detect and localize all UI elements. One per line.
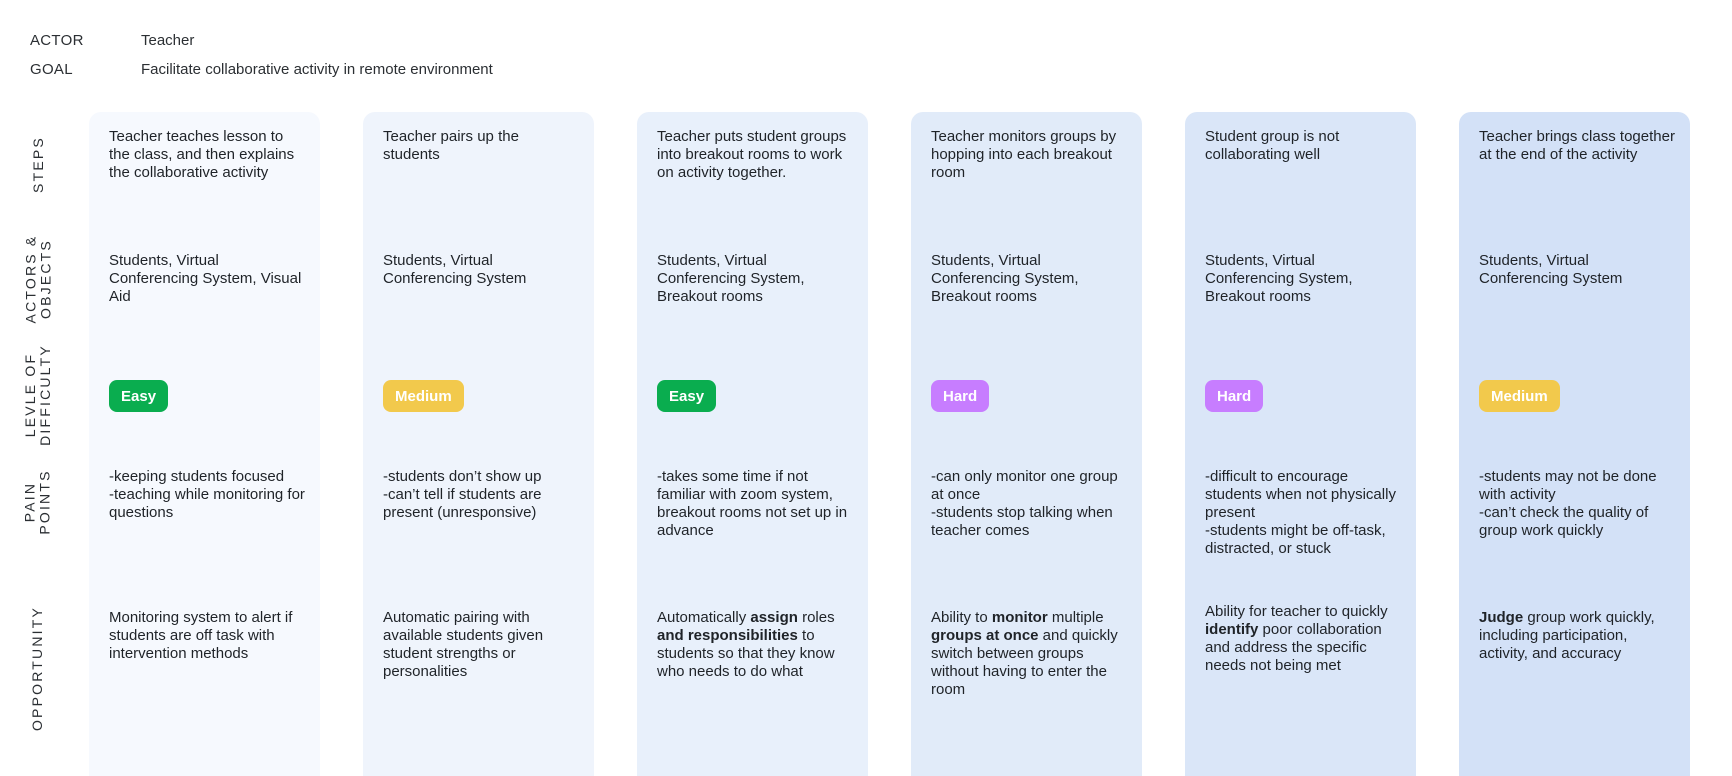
actor-value: Teacher xyxy=(141,32,195,49)
step-text: Teacher monitors groups by hopping into … xyxy=(931,128,1117,181)
opportunity-segment: Automatic pairing with available student… xyxy=(383,609,544,680)
journey-column: Teacher teaches lesson to the class, and… xyxy=(89,112,320,776)
pain-point: -can’t check the quality of group work q… xyxy=(1479,504,1649,539)
journey-column: Teacher monitors groups by hopping into … xyxy=(911,112,1142,776)
difficulty-badge: Medium xyxy=(383,380,464,412)
opportunity-emphasis: groups at once xyxy=(931,627,1039,644)
difficulty-badge: Hard xyxy=(931,380,990,412)
row-label-opportunity: OPPORTUNITY xyxy=(14,600,62,736)
opportunity-text: Monitoring system to alert if students a… xyxy=(109,609,305,663)
opportunity-segment: Monitoring system to alert if students a… xyxy=(109,609,293,662)
pain-point: -students might be off-task, distracted,… xyxy=(1205,522,1386,557)
opportunity-segment: and quickly switch between groups withou… xyxy=(931,627,1118,698)
journey-column: Teacher brings class together at the end… xyxy=(1459,112,1690,776)
pain-points-text: -takes some time if not familiar with zo… xyxy=(657,468,853,540)
pain-point: -can’t tell if students are present (unr… xyxy=(383,486,542,521)
difficulty-badge: Easy xyxy=(109,380,169,412)
step-text: Student group is not collaborating well xyxy=(1205,128,1340,163)
opportunity-segment: poor collaboration and address the speci… xyxy=(1205,621,1382,674)
actors-objects-text: Students, Virtual Conferencing System, V… xyxy=(109,252,302,305)
actors-objects-text: Students, Virtual Conferencing System xyxy=(1479,252,1623,287)
opportunity-emphasis: monitor xyxy=(991,609,1048,626)
pain-points-text: -students may not be done with activity -… xyxy=(1479,468,1675,540)
actors-objects-text: Students, Virtual Conferencing System, B… xyxy=(657,252,805,305)
step-text: Teacher teaches lesson to the class, and… xyxy=(109,128,295,181)
pain-points-text: -students don’t show up -can’t tell if st… xyxy=(383,468,579,522)
difficulty-badge: Medium xyxy=(1479,380,1560,412)
opportunity-emphasis: identify xyxy=(1205,621,1259,638)
row-label-pain-text: PAIN POINTS xyxy=(22,469,54,535)
pain-points-text: -difficult to encourage students when no… xyxy=(1205,468,1401,558)
opportunity-segment: group work quickly, including participat… xyxy=(1479,609,1655,662)
actors-objects-text: Students, Virtual Conferencing System, B… xyxy=(931,252,1079,305)
opportunity-emphasis: assign xyxy=(750,609,798,626)
row-label-actors-text: ACTORS & OBJECTS xyxy=(22,234,54,324)
goal-value: Facilitate collaborative activity in rem… xyxy=(141,61,493,78)
row-label-opportunity-text: OPPORTUNITY xyxy=(29,605,46,731)
opportunity-segment: Ability for teacher to quickly xyxy=(1205,603,1388,620)
opportunity-text: Ability to monitor multiple groups at on… xyxy=(931,609,1127,699)
journey-column: Student group is not collaborating well S… xyxy=(1185,112,1416,776)
opportunity-segment: Ability to xyxy=(931,609,992,626)
row-label-difficulty-text: LEVLE OF DIFFICULTY xyxy=(22,344,54,446)
actor-label: ACTOR xyxy=(30,32,84,49)
actors-objects-text: Students, Virtual Conferencing System xyxy=(383,252,527,287)
row-label-actors: ACTORS & OBJECTS xyxy=(14,224,62,334)
opportunity-emphasis: and responsibilities xyxy=(657,627,798,644)
row-label-steps: STEPS xyxy=(14,112,62,216)
pain-points-text: -can only monitor one group at once -stud… xyxy=(931,468,1127,540)
step-text: Teacher brings class together at the end… xyxy=(1479,128,1675,163)
pain-point: -can only monitor one group at once xyxy=(931,468,1118,503)
opportunity-emphasis: Judge xyxy=(1479,609,1524,626)
opportunity-text: Automatic pairing with available student… xyxy=(383,609,579,681)
step-text: Teacher puts student groups into breakou… xyxy=(657,128,847,181)
difficulty-badge: Easy xyxy=(657,380,717,412)
pain-point: -difficult to encourage students when no… xyxy=(1205,468,1396,521)
opportunity-segment: Automatically xyxy=(657,609,751,626)
difficulty-badge: Hard xyxy=(1205,380,1264,412)
opportunity-text: Automatically assign roles and responsib… xyxy=(657,609,853,681)
row-label-difficulty: LEVLE OF DIFFICULTY xyxy=(14,340,62,450)
step-text: Teacher pairs up the students xyxy=(383,128,519,163)
opportunity-text: Judge group work quickly, including part… xyxy=(1479,609,1675,663)
journey-column: Teacher pairs up the students Students, V… xyxy=(363,112,594,776)
pain-point: -keeping students focused xyxy=(109,468,285,485)
pain-point: -teaching while monitoring for questions xyxy=(109,486,305,521)
pain-point: -students may not be done with activity xyxy=(1479,468,1657,503)
opportunity-segment: multiple xyxy=(1047,609,1104,626)
opportunity-segment: to students so that they know who needs … xyxy=(657,627,835,680)
pain-point: -takes some time if not familiar with zo… xyxy=(657,468,848,539)
pain-point: -students don’t show up xyxy=(383,468,542,485)
actors-objects-text: Students, Virtual Conferencing System, B… xyxy=(1205,252,1353,305)
opportunity-text: Ability for teacher to quickly identify … xyxy=(1205,603,1401,675)
journey-column: Teacher puts student groups into breakou… xyxy=(637,112,868,776)
pain-point: -students stop talking when teacher come… xyxy=(931,504,1113,539)
pain-points-text: -keeping students focused -teaching while… xyxy=(109,468,305,522)
opportunity-segment: roles xyxy=(797,609,835,626)
row-label-steps-text: STEPS xyxy=(29,135,46,193)
goal-label: GOAL xyxy=(30,61,73,78)
row-label-pain: PAIN POINTS xyxy=(14,460,62,544)
